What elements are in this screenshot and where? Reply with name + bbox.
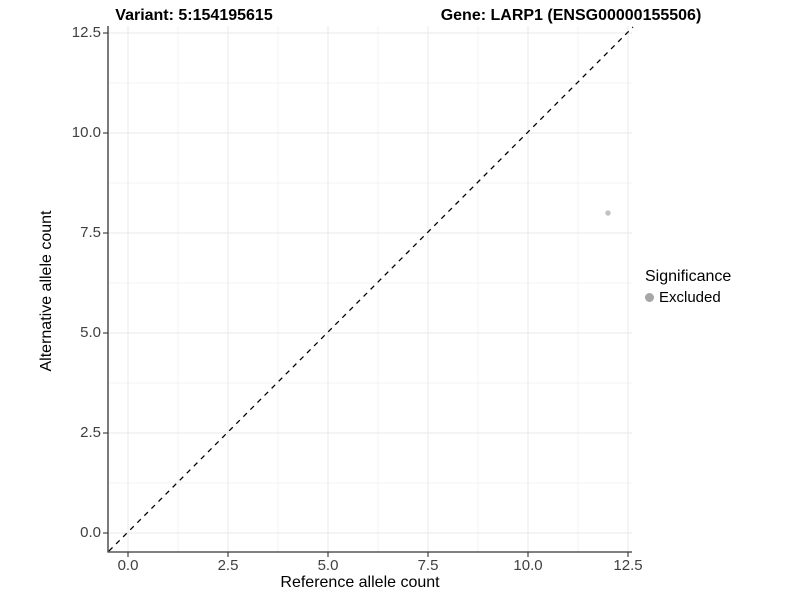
x-tick-label: 2.5 xyxy=(217,557,239,574)
axis-tick-marks xyxy=(103,32,629,557)
legend-item-label: Excluded xyxy=(659,289,721,306)
legend-key-dot-icon xyxy=(645,293,654,302)
y-tick-label: 0.0 xyxy=(80,524,101,541)
legend-title: Significance xyxy=(645,268,732,285)
x-tick-label: 0.0 xyxy=(117,557,139,574)
identity-reference-line xyxy=(108,26,634,552)
title-gene: Gene: LARP1 (ENSG00000155506) xyxy=(440,7,702,24)
title-variant: Variant: 5:154195615 xyxy=(115,7,273,24)
grid-major xyxy=(108,26,632,552)
y-tick-label: 10.0 xyxy=(71,124,101,141)
x-tick-label: 10.0 xyxy=(513,557,543,574)
y-tick-label: 2.5 xyxy=(80,424,101,441)
y-tick-label: 5.0 xyxy=(80,324,101,341)
data-point xyxy=(605,210,611,216)
x-axis-title: Reference allele count xyxy=(280,574,440,591)
x-tick-label: 5.0 xyxy=(317,557,339,574)
legend-item-excluded: Excluded xyxy=(645,289,731,306)
y-tick-label: 7.5 xyxy=(80,224,101,241)
x-tick-label: 7.5 xyxy=(417,557,439,574)
y-axis-title: Alternative allele count xyxy=(38,210,55,372)
x-tick-label: 12.5 xyxy=(613,557,643,574)
y-tick-label: 12.5 xyxy=(71,24,101,41)
grid-minor xyxy=(108,26,632,552)
legend: Significance Excluded xyxy=(645,268,731,306)
